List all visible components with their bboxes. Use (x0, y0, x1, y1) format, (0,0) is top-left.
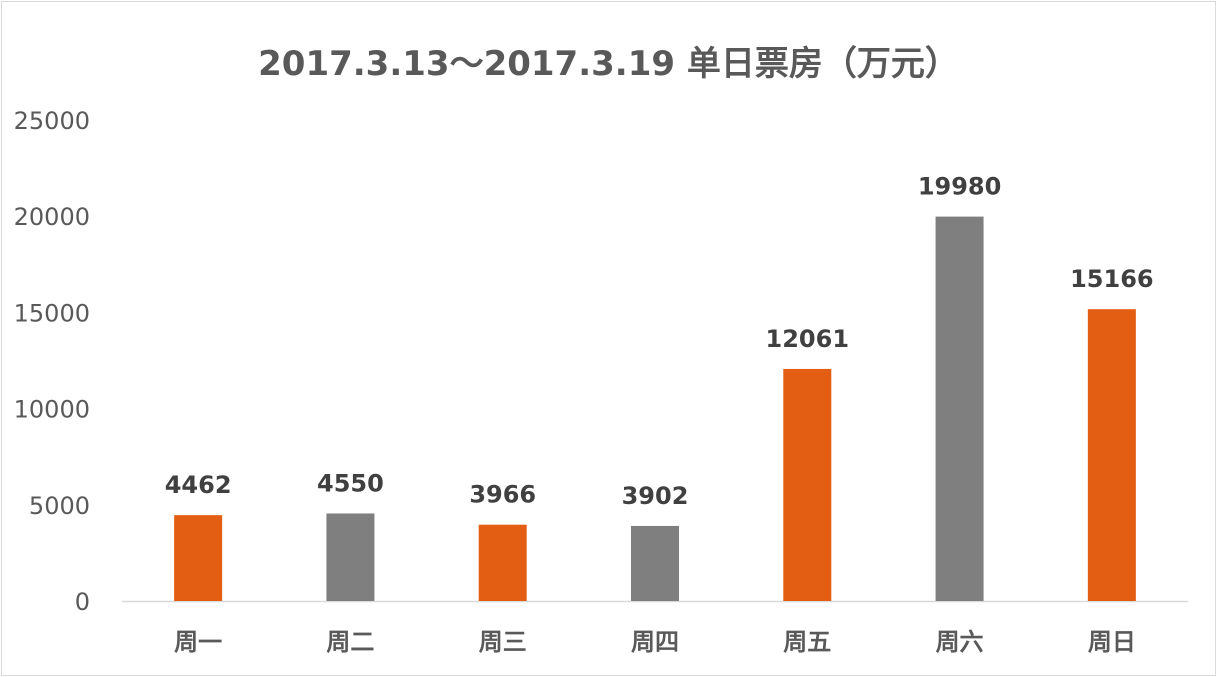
data-label: 3966 (469, 481, 536, 509)
bars-group (174, 216, 1136, 602)
y-tick-label: 10000 (14, 396, 90, 424)
data-label: 12061 (766, 325, 850, 353)
y-tick-label: 0 (75, 588, 90, 616)
x-tick-label: 周日 (1088, 628, 1136, 656)
bar-7 (1087, 309, 1136, 601)
value-labels-group: 4462 4550 3966 3902 12061 19980 15166 (165, 173, 1154, 510)
x-tick-label: 周二 (326, 628, 374, 656)
x-tick-label: 周三 (479, 628, 527, 656)
bar-1 (174, 515, 223, 601)
bar-6 (935, 216, 984, 602)
x-tick-label: 周一 (174, 628, 222, 656)
data-label: 4550 (317, 469, 384, 497)
bar-2 (326, 513, 375, 601)
x-tick-label: 周四 (631, 628, 679, 656)
x-axis-labels: 周一 周二 周三 周四 周五 周六 周日 (174, 628, 1136, 656)
y-tick-label: 5000 (29, 492, 90, 520)
data-label: 19980 (918, 173, 1002, 201)
y-tick-label: 20000 (14, 203, 90, 231)
data-label: 15166 (1070, 265, 1154, 293)
y-tick-label: 25000 (14, 107, 90, 135)
y-tick-label: 15000 (14, 299, 90, 327)
chart-title: 2017.3.13～2017.3.19 单日票房（万元） (258, 44, 959, 84)
bar-3 (478, 524, 527, 601)
y-axis: 0 5000 10000 15000 20000 25000 (14, 107, 90, 616)
bar-4 (631, 525, 679, 601)
x-tick-label: 周六 (936, 628, 984, 656)
data-label: 3902 (622, 482, 689, 510)
x-tick-label: 周五 (783, 628, 831, 656)
bar-5 (783, 368, 832, 601)
data-label: 4462 (165, 471, 232, 499)
